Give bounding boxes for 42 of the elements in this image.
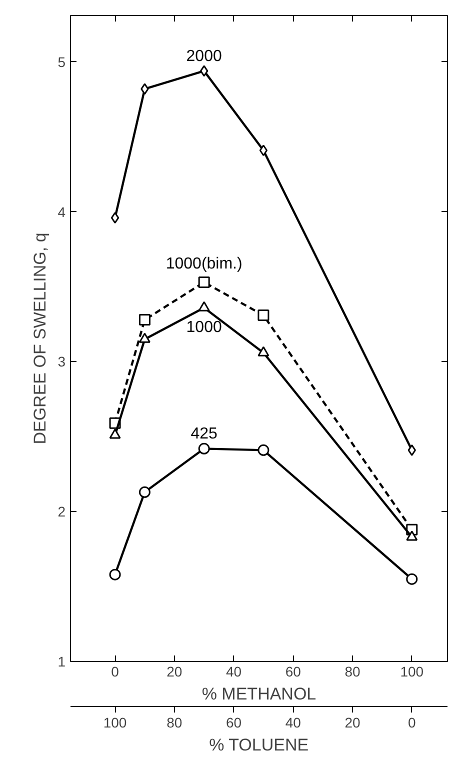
- point: [406, 573, 418, 585]
- x2-axis-title: % TOLUENE: [209, 736, 309, 754]
- point: [138, 314, 150, 326]
- point: [200, 65, 208, 77]
- x-tick-label: 0: [111, 664, 120, 680]
- series-label: 425: [190, 426, 218, 443]
- x2-tick-label: 20: [344, 714, 361, 730]
- point: [140, 83, 149, 95]
- point: [198, 301, 210, 312]
- point: [109, 428, 121, 439]
- series-label: 2000: [186, 48, 222, 65]
- point: [109, 568, 121, 580]
- y-tick-label: 5: [58, 54, 66, 70]
- y-tick-label: 4: [58, 204, 66, 220]
- x-tick-label: 20: [166, 664, 182, 680]
- point: [138, 332, 150, 343]
- point: [138, 486, 150, 498]
- point: [408, 444, 416, 456]
- x-tick-label: 100: [400, 664, 424, 680]
- point: [110, 212, 120, 224]
- x2-tick-label: 60: [226, 714, 242, 730]
- y-tick-label: 2: [58, 504, 66, 520]
- point: [259, 144, 268, 156]
- point: [258, 346, 270, 356]
- point: [198, 276, 210, 288]
- x2-tick-label: 40: [285, 714, 302, 730]
- x2-tick-label: 100: [103, 714, 127, 730]
- x-tick-label: 60: [285, 664, 302, 680]
- series-label: 1000: [186, 318, 222, 336]
- point: [258, 310, 270, 322]
- y-axis-title: DEGREE OF SWELLING, q: [30, 232, 50, 444]
- x-tick-label: 80: [344, 664, 361, 680]
- x-axis-title: % METHANOL: [202, 684, 316, 704]
- x-tick-label: 40: [226, 664, 242, 680]
- point: [258, 444, 270, 456]
- x2-tick-label: 0: [408, 714, 416, 730]
- y-tick-label: 3: [58, 354, 66, 370]
- x2-tick-label: 80: [166, 714, 182, 730]
- series-label: 1000(bim.): [166, 255, 242, 272]
- point: [406, 530, 418, 541]
- point: [198, 442, 210, 454]
- y-tick-label: 1: [58, 654, 66, 670]
